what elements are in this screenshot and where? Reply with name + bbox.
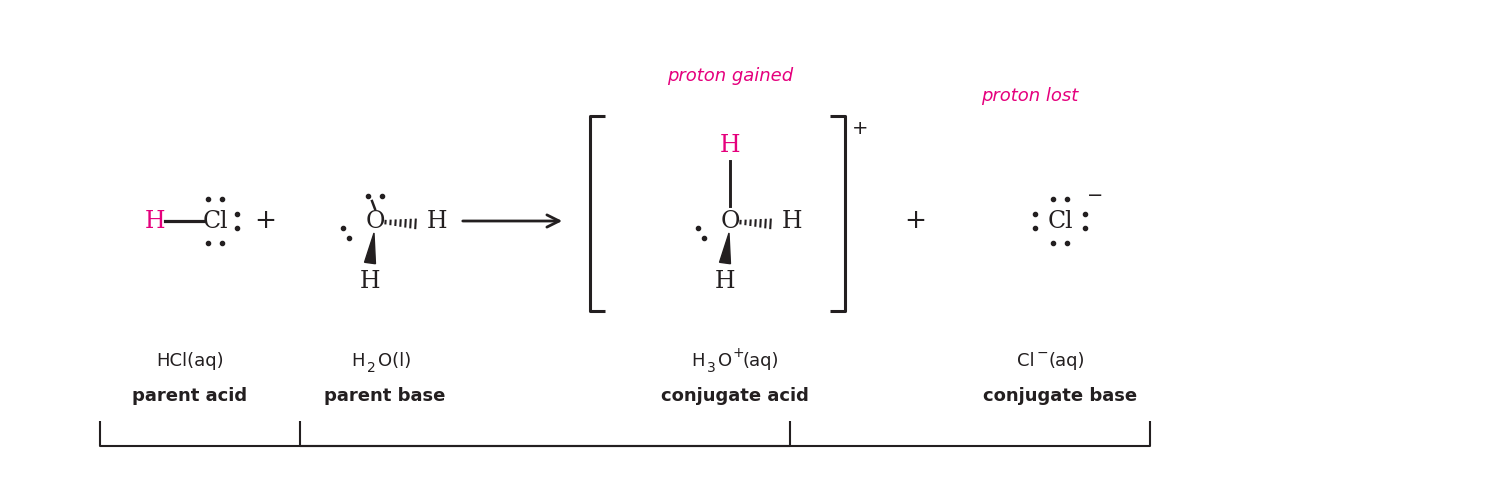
Text: H: H (427, 210, 447, 233)
Text: (aq): (aq) (1048, 352, 1086, 370)
Text: H: H (720, 135, 741, 157)
Text: H: H (782, 210, 802, 233)
Text: H: H (351, 352, 364, 370)
Text: proton gained: proton gained (668, 67, 794, 85)
Text: conjugate acid: conjugate acid (662, 387, 808, 405)
Text: +: + (904, 208, 926, 234)
Text: H: H (144, 209, 165, 232)
Text: +: + (254, 208, 276, 234)
Text: O(l): O(l) (378, 352, 411, 370)
Text: parent base: parent base (324, 387, 446, 405)
Text: H: H (692, 352, 705, 370)
Text: proton lost: proton lost (981, 87, 1078, 105)
Text: −: − (1036, 346, 1048, 360)
Text: O: O (718, 352, 732, 370)
Text: O: O (366, 209, 384, 232)
Text: +: + (852, 119, 868, 138)
Text: O: O (720, 209, 740, 232)
Text: conjugate base: conjugate base (982, 387, 1137, 405)
Text: HCl(aq): HCl(aq) (156, 352, 224, 370)
Polygon shape (364, 233, 375, 264)
Polygon shape (720, 233, 730, 264)
Text: −: − (1088, 187, 1102, 206)
Text: Cl: Cl (1047, 209, 1072, 232)
Text: (aq): (aq) (742, 352, 778, 370)
Text: H: H (360, 270, 381, 293)
Text: H: H (714, 270, 735, 293)
Text: 3: 3 (706, 361, 716, 375)
Text: 2: 2 (368, 361, 375, 375)
Text: Cl: Cl (1017, 352, 1035, 370)
Text: Cl: Cl (202, 209, 228, 232)
Text: parent acid: parent acid (132, 387, 248, 405)
Text: +: + (734, 346, 744, 360)
